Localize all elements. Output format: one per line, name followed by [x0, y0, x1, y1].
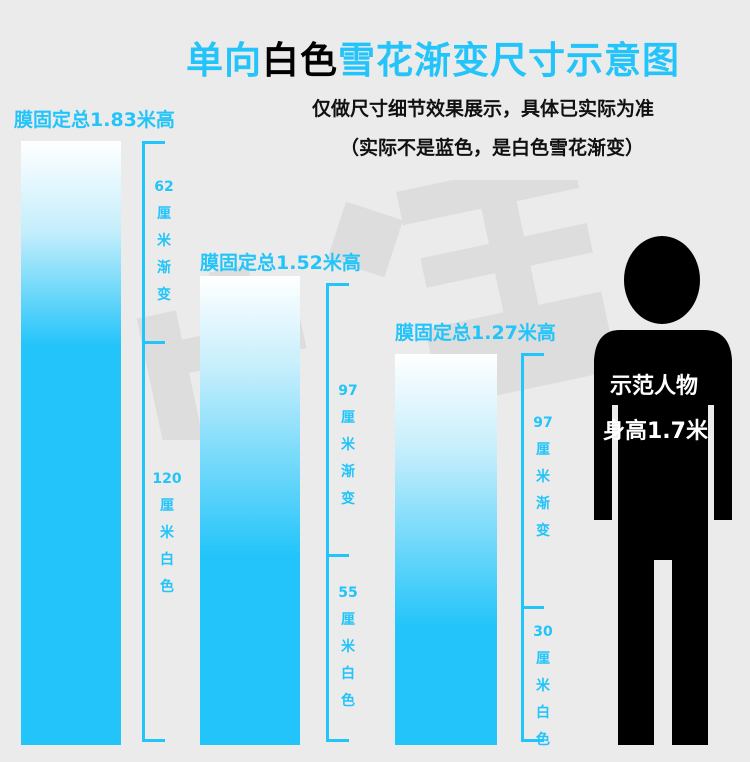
person-label-1: 示范人物	[610, 374, 699, 399]
bar-label: 膜固定总1.83米高	[14, 109, 175, 131]
dimension-tick	[327, 554, 349, 557]
film-bar	[200, 276, 300, 745]
title-part: 雪花渐变尺寸示意图	[338, 39, 680, 82]
film-bar	[395, 354, 497, 745]
dimension-tick	[522, 739, 544, 742]
bar-label: 膜固定总1.52米高	[200, 252, 361, 274]
dimension-line	[326, 283, 329, 742]
white-size-text: 30 厘米白色	[533, 624, 553, 748]
dimension-line	[521, 353, 524, 742]
watermark-graphic	[136, 180, 618, 440]
person-silhouette-icon	[594, 236, 732, 745]
white-size-text: 120 厘米白色	[152, 471, 182, 595]
title-part: 单向	[186, 39, 262, 82]
dimension-tick	[143, 141, 165, 144]
film-bar	[21, 141, 121, 745]
gradient-size-text: 62 厘米渐变	[154, 179, 174, 303]
dimension-tick	[522, 353, 544, 356]
note-2: （实际不是蓝色，是白色雪花渐变）	[340, 137, 645, 159]
gradient-size-text: 97 厘米渐变	[338, 383, 358, 507]
bar-label: 膜固定总1.27米高	[395, 322, 556, 344]
dimension-tick	[143, 341, 165, 344]
person-label-2: 身高1.7米	[603, 419, 708, 444]
dimension-tick	[143, 739, 165, 742]
dimension-line	[142, 141, 145, 742]
dimension-tick	[327, 283, 349, 286]
dimension-tick	[522, 606, 544, 609]
title-part-highlight: 白色	[262, 39, 338, 82]
page-title: 单向白色雪花渐变尺寸示意图	[186, 30, 680, 84]
note-1: 仅做尺寸细节效果展示，具体已实际为准	[312, 98, 655, 120]
white-size-text: 55 厘米白色	[338, 585, 358, 709]
gradient-size-text: 97 厘米渐变	[533, 415, 553, 539]
dimension-tick	[327, 739, 349, 742]
